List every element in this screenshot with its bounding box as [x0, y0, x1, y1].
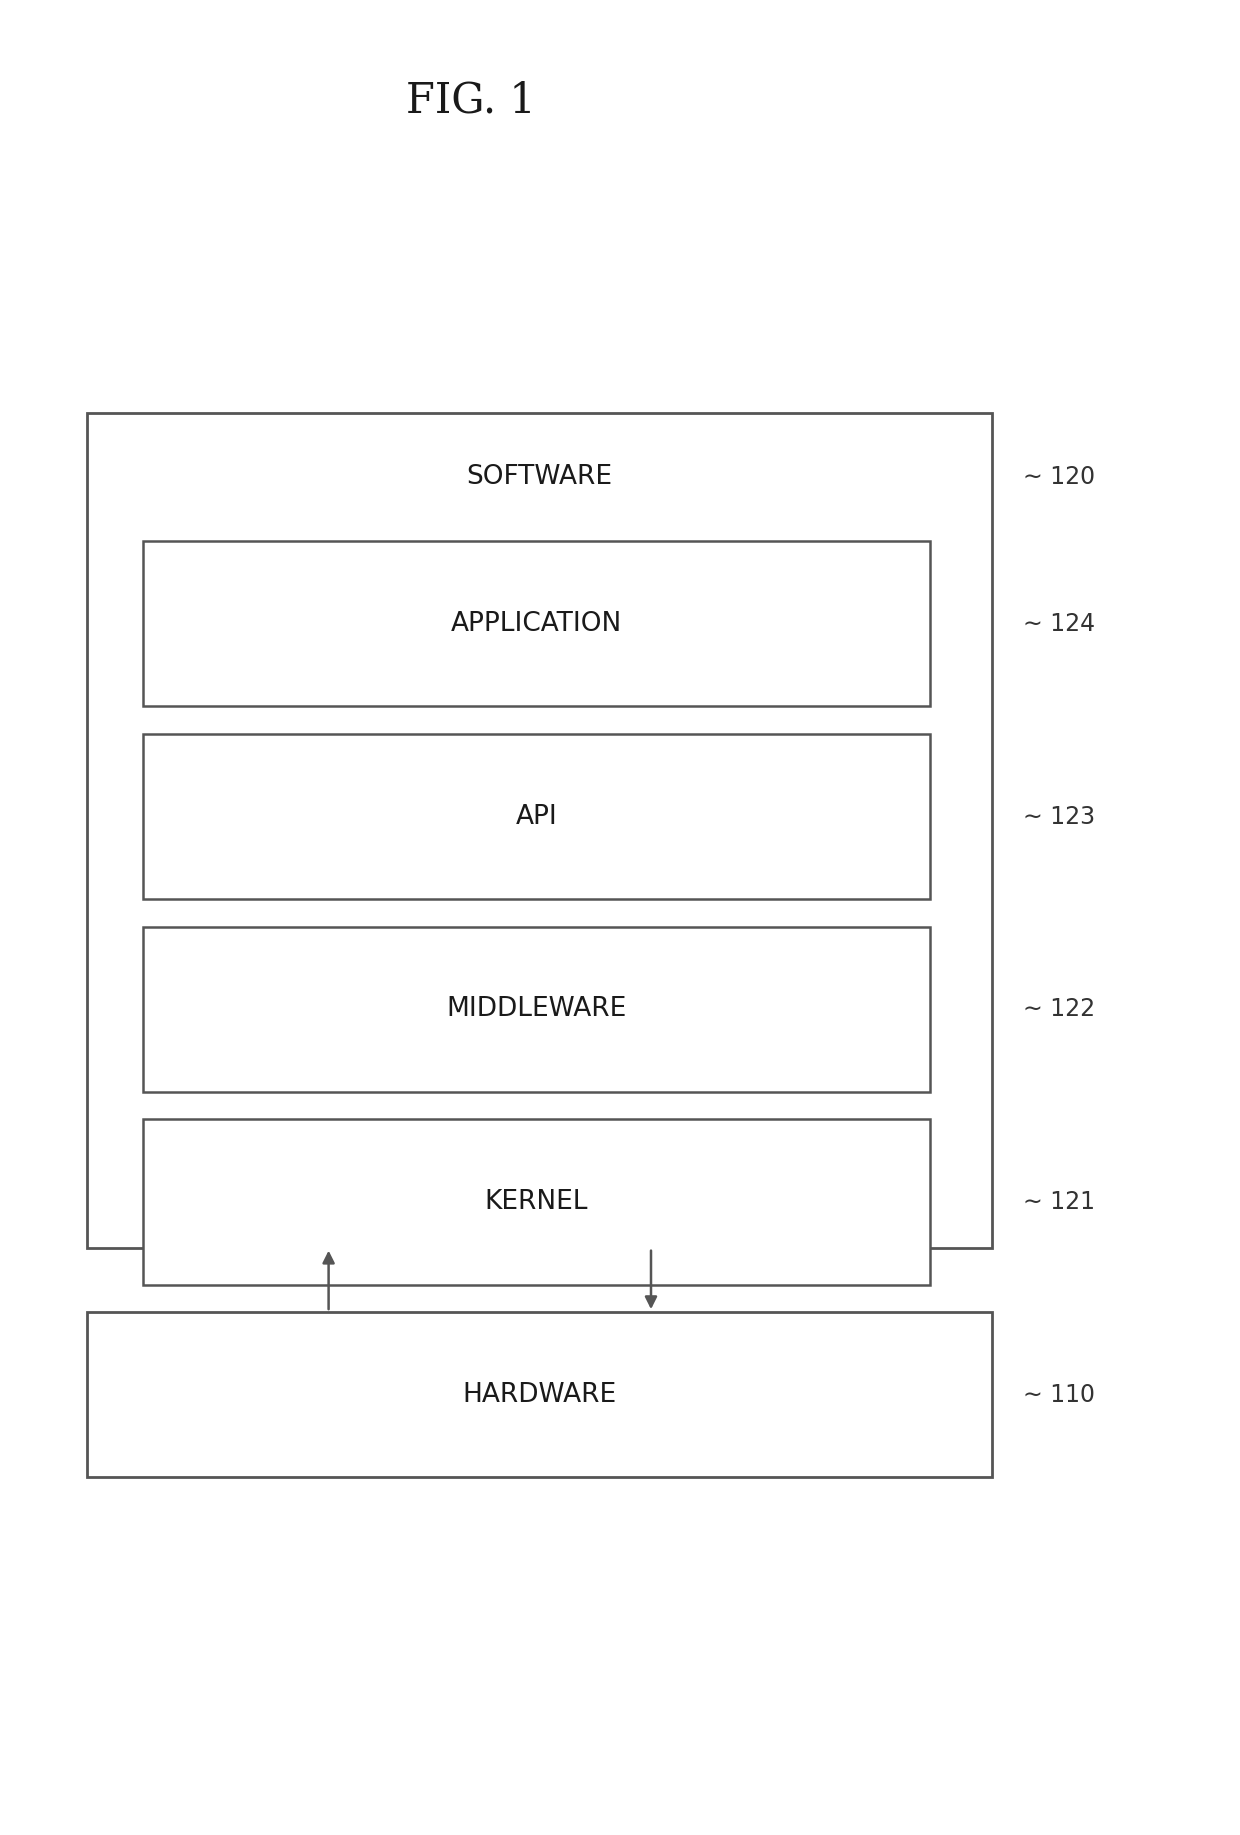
Bar	[143, 1119, 930, 1284]
Bar	[143, 734, 930, 899]
Text: MIDDLEWARE: MIDDLEWARE	[446, 996, 626, 1022]
Text: SOFTWARE: SOFTWARE	[466, 464, 613, 490]
Text: ∼ 123: ∼ 123	[1023, 804, 1095, 829]
Text: ∼ 110: ∼ 110	[1023, 1382, 1095, 1407]
Bar	[143, 927, 930, 1092]
Text: APPLICATION: APPLICATION	[450, 611, 622, 637]
Bar	[87, 413, 992, 1248]
Text: ∼ 122: ∼ 122	[1023, 996, 1095, 1022]
Text: ∼ 124: ∼ 124	[1023, 611, 1095, 637]
Text: ∼ 121: ∼ 121	[1023, 1189, 1095, 1215]
Text: KERNEL: KERNEL	[485, 1189, 588, 1215]
Text: HARDWARE: HARDWARE	[463, 1382, 616, 1407]
Bar	[143, 541, 930, 706]
Text: 100: 100	[675, 642, 727, 670]
Text: ∼ 120: ∼ 120	[1023, 464, 1095, 490]
Bar	[87, 1312, 992, 1477]
Text: FIG. 1: FIG. 1	[407, 81, 536, 121]
Text: API: API	[516, 804, 557, 829]
